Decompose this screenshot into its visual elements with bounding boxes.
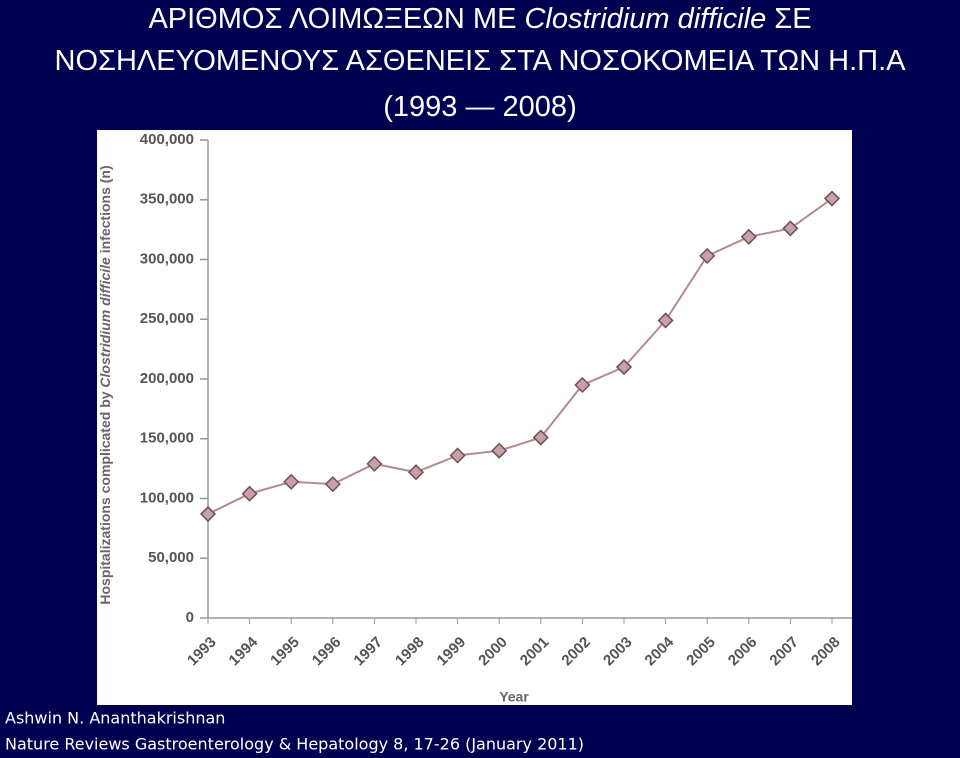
data-point (532, 429, 549, 446)
y-axis-title: Hospitalizations complicated by Clostrid… (97, 165, 113, 604)
data-point (324, 476, 341, 493)
data-point (449, 447, 466, 464)
credit: Nature Reviews Gastroenterology & Hepato… (5, 735, 584, 754)
title-line: ΝΟΣΗΛΕΥΟΜΕΝΟΥΣ ΑΣΘΕΝΕΙΣ ΣΤΑ ΝΟΣΟΚΟΜΕΙΑ Τ… (55, 45, 907, 77)
data-point (657, 312, 674, 329)
data-point (615, 358, 633, 376)
y-tick-label: 250,000 (140, 310, 194, 327)
title-part: (1993 — 2008) (383, 91, 576, 123)
title-line: ΑΡΙΘΜΟΣ ΛΟΙΜΩΞΕΩΝ ΜΕ Clostridium diffici… (148, 3, 811, 35)
data-point (283, 473, 300, 490)
title-part: ΣΕ (766, 3, 811, 35)
data-point (574, 376, 591, 394)
y-axis-title-part: infections (n) (97, 165, 113, 257)
data-point (823, 190, 841, 207)
y-tick-label: 50,000 (148, 549, 194, 566)
y-tick-label: 300,000 (140, 250, 194, 267)
data-point (699, 247, 716, 264)
title-part: Clostridium difficile (524, 3, 766, 35)
x-axis-title: Year (499, 689, 529, 705)
data-line (207, 197, 833, 515)
data-point (491, 442, 508, 459)
data-point (199, 505, 217, 523)
y-axis-title-part: Hospitalizations complicated by (97, 388, 113, 605)
y-tick-label: 350,000 (140, 191, 194, 208)
chart-panel (97, 130, 852, 705)
slide-title: ΑΡΙΘΜΟΣ ΛΟΙΜΩΞΕΩΝ ΜΕ Clostridium diffici… (55, 3, 907, 123)
y-tick-label: 400,000 (140, 131, 194, 148)
data-point (407, 464, 425, 481)
y-tick-label: 200,000 (140, 370, 194, 387)
y-axis-title-part: Clostridium difficile (97, 257, 113, 388)
title-part: ΑΡΙΘΜΟΣ ΛΟΙΜΩΞΕΩΝ ΜΕ (148, 3, 524, 35)
y-tick-label: 0 (186, 609, 194, 626)
credit: Ashwin N. Ananthakrishnan (5, 709, 225, 728)
data-point (241, 485, 258, 502)
title-line: (1993 — 2008) (383, 91, 576, 123)
y-tick-label: 100,000 (140, 489, 194, 506)
data-point (366, 455, 383, 472)
title-part: ΝΟΣΗΛΕΥΟΜΕΝΟΥΣ ΑΣΘΕΝΕΙΣ ΣΤΑ ΝΟΣΟΚΟΜΕΙΑ Τ… (55, 45, 907, 77)
y-tick-label: 150,000 (140, 430, 194, 447)
data-point (782, 220, 799, 237)
data-point (740, 228, 757, 245)
